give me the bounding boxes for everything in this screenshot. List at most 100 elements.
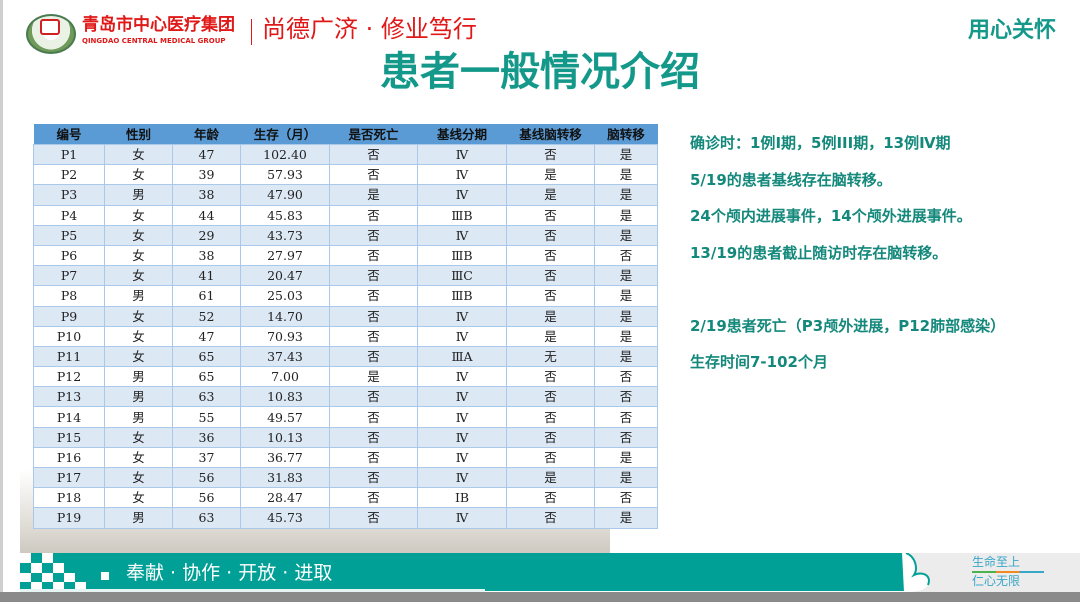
table-cell: 28.47 bbox=[240, 487, 330, 509]
table-cell: 36 bbox=[172, 426, 241, 448]
table-cell: 否 bbox=[594, 244, 658, 267]
motto: 尚德广济 · 修业笃行 bbox=[262, 15, 477, 43]
table-cell: P15 bbox=[33, 426, 105, 448]
table-row: P7 女 41 20.47 否 ⅢC 否是 bbox=[33, 265, 658, 287]
table-cell: 否 bbox=[506, 406, 595, 428]
left-edge-line bbox=[0, 0, 3, 592]
column-header: 年龄 bbox=[172, 124, 241, 145]
table-cell: 女 bbox=[104, 446, 173, 469]
note-line: 确诊时：1例I期，5例III期，13例Ⅳ期 bbox=[690, 134, 951, 152]
table-row: P14 男 55 49.57 否 Ⅳ 否否 bbox=[33, 406, 658, 428]
table-cell: 是 bbox=[594, 184, 658, 206]
header-divider bbox=[251, 19, 252, 45]
table-cell: 否 bbox=[594, 386, 658, 408]
table-cell: 否 bbox=[594, 366, 658, 388]
table-cell: 女 bbox=[104, 143, 173, 166]
table-cell: 7.00 bbox=[240, 366, 330, 388]
table-cell: 是 bbox=[506, 305, 595, 327]
table-cell: P6 bbox=[33, 244, 105, 267]
table-row: P1 女 47 102.40 否 Ⅳ 否是 bbox=[33, 143, 658, 166]
table-cell: 否 bbox=[329, 305, 418, 327]
table-cell: 37 bbox=[172, 446, 241, 469]
table-cell: 14.70 bbox=[240, 305, 330, 327]
table-cell: IB bbox=[417, 487, 507, 509]
table-cell: 47 bbox=[172, 325, 241, 347]
care-slogan: 用心关怀 bbox=[967, 18, 1056, 43]
table-cell: 是 bbox=[506, 325, 595, 347]
table-cell: 否 bbox=[329, 265, 418, 287]
footer-slogan: 奉献 · 协作 · 开放 · 进取 bbox=[126, 562, 333, 584]
table-cell: 否 bbox=[329, 143, 418, 166]
table-cell: 70.93 bbox=[240, 325, 330, 347]
note-line: 13/19的患者截止随访时存在脑转移。 bbox=[690, 243, 948, 262]
table-cell: 否 bbox=[329, 285, 418, 307]
table-cell: 否 bbox=[506, 386, 595, 408]
patient-table: 编号 性别 年龄 生存（月） 是否死亡 基线分期 基线脑转移 脑转移 P1 女 47 102.40 否… bbox=[33, 124, 658, 529]
table-cell: 否 bbox=[506, 446, 595, 469]
page-title: 患者一般情况介绍 bbox=[380, 49, 700, 95]
table-cell: 56 bbox=[172, 487, 241, 509]
table-cell: Ⅳ bbox=[417, 507, 507, 529]
table-cell: 49.57 bbox=[240, 406, 330, 428]
note-line bbox=[690, 279, 1005, 316]
table-cell: P16 bbox=[33, 446, 105, 469]
bottom-bar bbox=[0, 592, 1080, 602]
table-cell: 61 bbox=[172, 285, 241, 307]
table-cell: 否 bbox=[506, 265, 595, 287]
table-cell: 63 bbox=[172, 386, 241, 408]
table-cell: 否 bbox=[329, 487, 418, 509]
table-row: P11 女 65 37.43 否 ⅢA 无是 bbox=[33, 345, 658, 368]
table-cell: 56 bbox=[172, 466, 241, 489]
table-cell: 43.73 bbox=[240, 224, 330, 246]
table-cell: ⅢB bbox=[417, 285, 507, 307]
table-cell: 是 bbox=[506, 184, 595, 206]
note-line: 2/19患者死亡（P3颅外进展，P12肺部感染） bbox=[690, 316, 1006, 335]
table-cell: 男 bbox=[104, 285, 173, 307]
table-cell: 女 bbox=[104, 204, 173, 226]
table-cell: ⅢB bbox=[417, 244, 507, 267]
table-cell: 男 bbox=[104, 386, 173, 408]
table-cell: 否 bbox=[329, 386, 418, 408]
table-cell: ⅢA bbox=[417, 345, 507, 368]
table-cell: Ⅳ bbox=[417, 143, 507, 166]
table-cell: ⅢC bbox=[417, 265, 507, 287]
table-cell: 女 bbox=[104, 466, 173, 489]
table-cell: 否 bbox=[329, 224, 418, 246]
column-header: 编号 bbox=[33, 124, 105, 145]
table-cell: 否 bbox=[506, 244, 595, 267]
table-cell: 否 bbox=[506, 507, 595, 529]
table-cell: 无 bbox=[506, 345, 595, 368]
table-cell: 63 bbox=[172, 507, 241, 529]
table-cell: 是 bbox=[594, 285, 658, 307]
table-row: P15 女 36 10.13 否 Ⅳ 否否 bbox=[33, 426, 658, 448]
table-row: P16 女 37 36.77 否 Ⅳ 否是 bbox=[33, 446, 658, 469]
table-cell: 否 bbox=[329, 426, 418, 448]
table-cell: P13 bbox=[33, 386, 105, 408]
table-cell: 是 bbox=[594, 466, 658, 489]
table-cell: Ⅳ bbox=[417, 426, 507, 448]
table-cell: 是 bbox=[594, 305, 658, 327]
right-top-text: 生命至上 bbox=[972, 555, 1021, 569]
note-line: 24个颅内进展事件，14个颅外进展事件。 bbox=[690, 207, 972, 225]
table-cell: 65 bbox=[172, 345, 241, 368]
table-cell: 是 bbox=[594, 507, 658, 529]
table-cell: 25.03 bbox=[240, 285, 330, 307]
table-cell: 否 bbox=[329, 164, 418, 186]
table-row: P4 女 44 45.83 否 ⅢB 否是 bbox=[33, 204, 658, 226]
table-cell: 38 bbox=[172, 184, 241, 206]
table-cell: P9 bbox=[33, 305, 105, 327]
bullet-square bbox=[101, 572, 109, 580]
table-cell: P12 bbox=[33, 366, 105, 388]
table-cell: 女 bbox=[104, 265, 173, 287]
table-cell: 47.90 bbox=[240, 184, 330, 206]
table-cell: 45.83 bbox=[240, 204, 330, 226]
table-cell: 男 bbox=[104, 406, 173, 428]
table-row: P3 男 38 47.90 是 Ⅳ 是是 bbox=[33, 184, 658, 206]
table-cell: 否 bbox=[329, 244, 418, 267]
table-cell: Ⅳ bbox=[417, 446, 507, 469]
table-cell: 是 bbox=[594, 143, 658, 166]
table-cell: Ⅳ bbox=[417, 466, 507, 489]
table-cell: 否 bbox=[329, 345, 418, 368]
table-cell: 44 bbox=[172, 204, 241, 226]
table-row: P19 男 63 45.73 否 Ⅳ 否是 bbox=[33, 507, 658, 529]
